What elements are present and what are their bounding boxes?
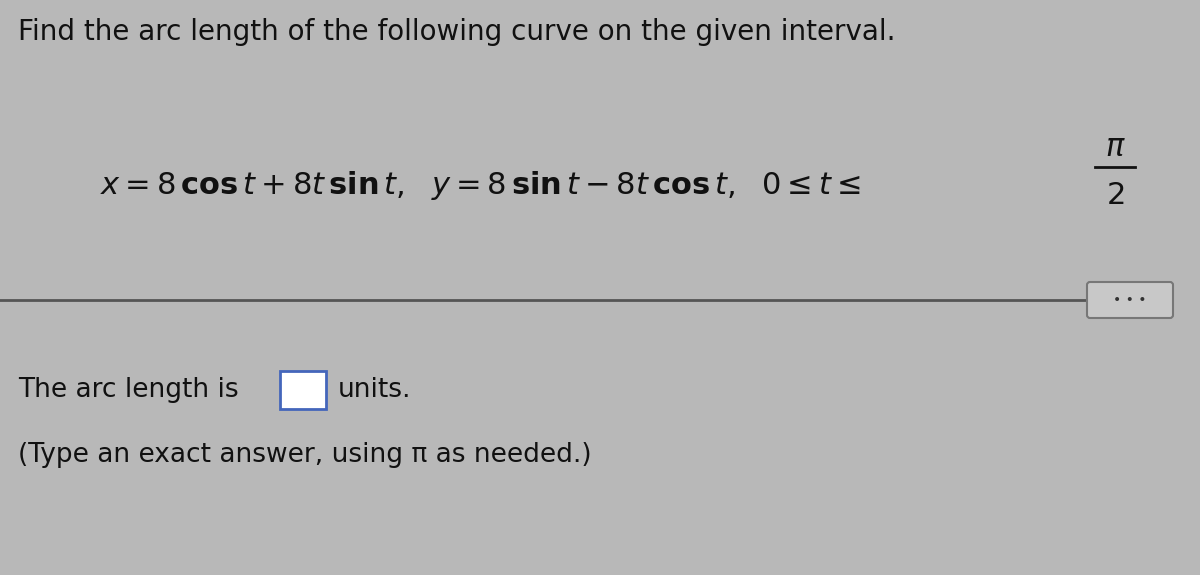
Text: $2$: $2$ <box>1106 181 1124 209</box>
FancyBboxPatch shape <box>1087 282 1174 318</box>
Text: (Type an exact answer, using π as needed.): (Type an exact answer, using π as needed… <box>18 442 592 468</box>
FancyBboxPatch shape <box>280 371 326 409</box>
Text: $\pi$: $\pi$ <box>1105 132 1126 162</box>
Text: The arc length is: The arc length is <box>18 377 239 403</box>
Text: • • •: • • • <box>1114 293 1147 307</box>
Text: $x = 8\,\mathbf{cos}\,t + 8t\,\mathbf{sin}\,t,\ \ y = 8\,\mathbf{sin}\,t - 8t\,\: $x = 8\,\mathbf{cos}\,t + 8t\,\mathbf{si… <box>100 168 860 201</box>
Text: Find the arc length of the following curve on the given interval.: Find the arc length of the following cur… <box>18 18 895 46</box>
Text: units.: units. <box>338 377 412 403</box>
